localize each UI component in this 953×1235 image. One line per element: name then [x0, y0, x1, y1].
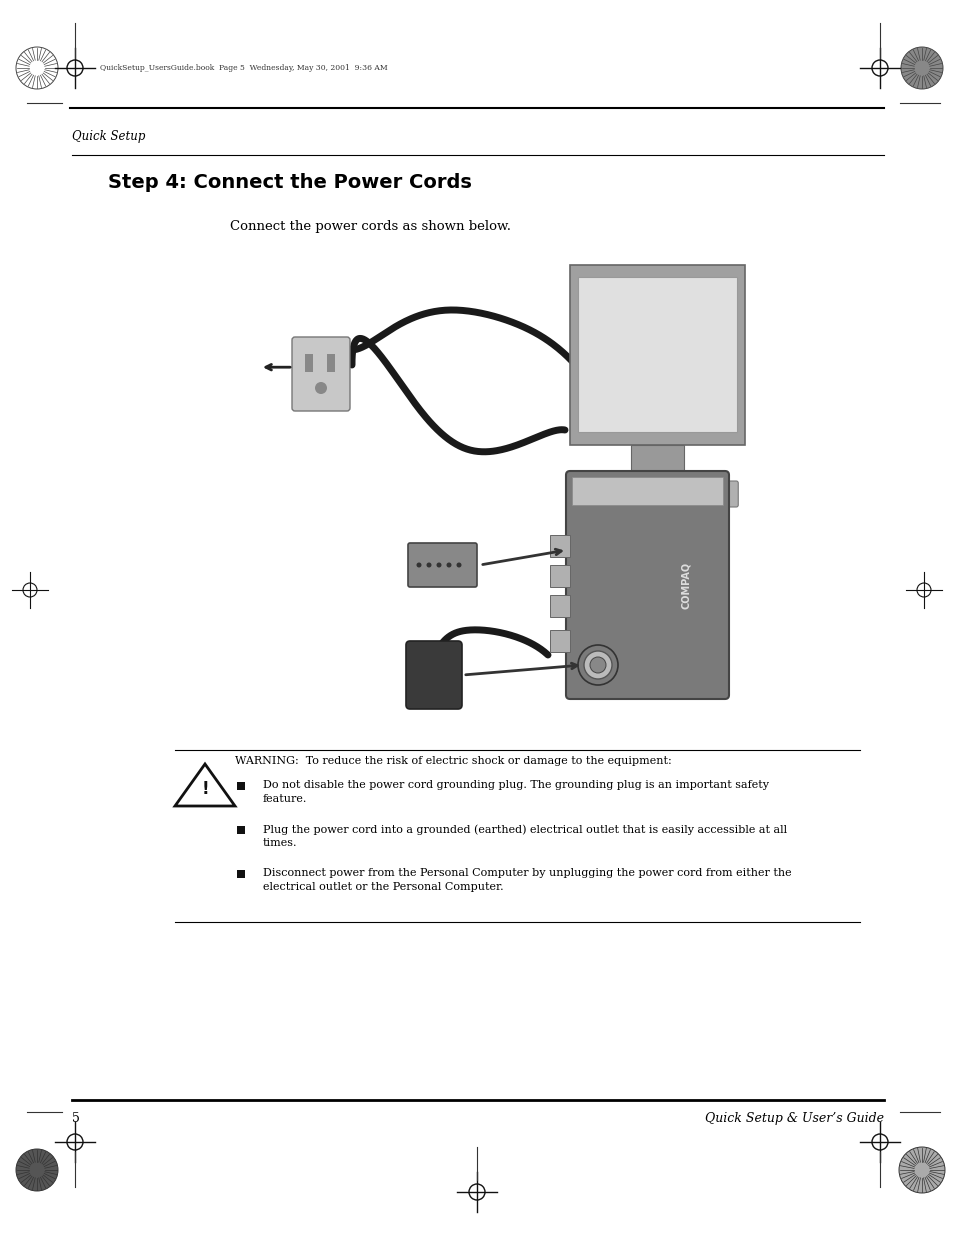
Text: QuickSetup_UsersGuide.book  Page 5  Wednesday, May 30, 2001  9:36 AM: QuickSetup_UsersGuide.book Page 5 Wednes… [100, 64, 387, 72]
Bar [572, 477, 722, 505]
Text: Plug the power cord into a grounded (earthed) electrical outlet that is easily a: Plug the power cord into a grounded (ear… [263, 824, 786, 835]
Circle shape [446, 562, 451, 568]
Text: Quick Setup & User’s Guide: Quick Setup & User’s Guide [704, 1112, 883, 1125]
Text: COMPAQ: COMPAQ [680, 562, 691, 609]
Text: Quick Setup: Quick Setup [71, 130, 145, 143]
Bar [578, 277, 737, 432]
Circle shape [314, 382, 327, 394]
FancyBboxPatch shape [406, 641, 461, 709]
Bar [236, 782, 245, 790]
Text: Disconnect power from the Personal Computer by unplugging the power cord from ei: Disconnect power from the Personal Compu… [263, 868, 791, 878]
Text: Step 4: Connect the Power Cords: Step 4: Connect the Power Cords [108, 173, 472, 191]
Text: Do not disable the power cord grounding plug. The grounding plug is an important: Do not disable the power cord grounding … [263, 781, 768, 790]
Circle shape [426, 562, 431, 568]
Polygon shape [174, 764, 234, 806]
Bar [550, 564, 569, 587]
Bar [550, 535, 569, 557]
Bar [631, 445, 683, 485]
Bar [550, 595, 569, 618]
FancyBboxPatch shape [577, 480, 738, 508]
Bar [236, 826, 245, 834]
Text: electrical outlet or the Personal Computer.: electrical outlet or the Personal Comput… [263, 882, 503, 892]
Text: feature.: feature. [263, 794, 307, 804]
Circle shape [589, 657, 605, 673]
Circle shape [16, 1149, 58, 1191]
Bar [569, 266, 744, 445]
Text: WARNING:  To reduce the risk of electric shock or damage to the equipment:: WARNING: To reduce the risk of electric … [234, 756, 671, 766]
FancyBboxPatch shape [292, 337, 350, 411]
Text: 5: 5 [71, 1112, 80, 1125]
Circle shape [900, 47, 942, 89]
Text: !: ! [201, 781, 209, 799]
Text: Connect the power cords as shown below.: Connect the power cords as shown below. [230, 220, 511, 233]
Circle shape [416, 562, 421, 568]
FancyBboxPatch shape [408, 543, 476, 587]
Bar [252, 266, 761, 715]
Bar [327, 354, 335, 372]
Circle shape [583, 651, 612, 679]
Text: times.: times. [263, 839, 297, 848]
Circle shape [436, 562, 441, 568]
Circle shape [456, 562, 461, 568]
Bar [236, 869, 245, 878]
FancyBboxPatch shape [565, 471, 728, 699]
Bar [305, 354, 313, 372]
Circle shape [898, 1147, 944, 1193]
Bar [550, 630, 569, 652]
